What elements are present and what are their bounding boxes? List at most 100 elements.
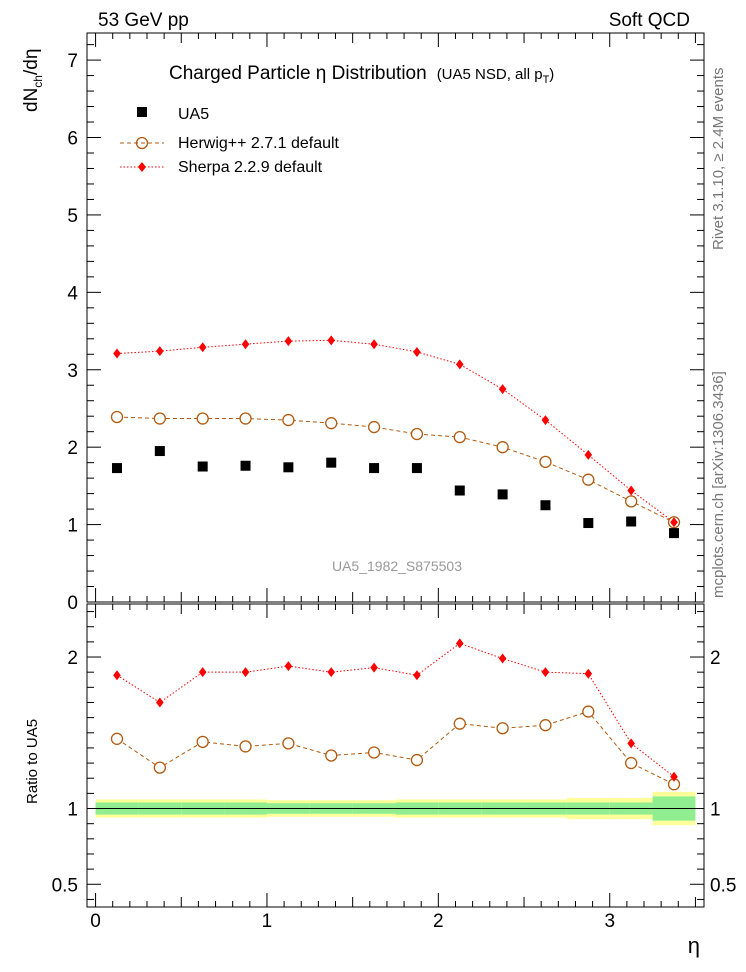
ratio-sherpa-point [498, 653, 507, 664]
ua5-point [583, 518, 594, 529]
herwig-point [625, 495, 638, 508]
sherpa-point [455, 359, 464, 370]
ratio-herwig-point [367, 746, 381, 759]
ratio-herwig-point [282, 737, 295, 750]
ua5-point [497, 489, 508, 500]
sherpa-line [116, 339, 675, 523]
ratio-sherpa-point [198, 667, 207, 678]
legend-herwig-label: Herwig++ 2.7.1 default [178, 135, 340, 152]
ratio-y-tick-label: 1 [67, 800, 78, 821]
sherpa-point [156, 346, 164, 357]
sherpa-point [541, 415, 550, 426]
title-sub: (UA5 NSD, all p [437, 66, 543, 83]
main-y-tick-label: 5 [67, 206, 78, 227]
ratio-herwig-point [625, 756, 638, 770]
legend-ua5-label: UA5 [178, 106, 209, 123]
legend-ua5-marker [137, 107, 147, 117]
legend-sherpa-label: Sherpa 2.2.9 default [178, 159, 323, 176]
herwig-line [116, 416, 675, 523]
ratio-herwig-point [582, 705, 595, 718]
ua5-point [240, 460, 251, 471]
header-right: Soft QCD [609, 10, 690, 31]
x-tick-label: 3 [604, 911, 615, 932]
herwig-point [110, 410, 124, 424]
ratio-sherpa-point [284, 661, 293, 672]
ratio-y-tick-label-right: 2 [710, 648, 721, 669]
herwig-point [496, 441, 509, 454]
ua5-point [540, 500, 551, 511]
analysis-watermark: UA5_1982_S875503 [332, 558, 462, 574]
title-main: Charged Particle η Distribution [169, 63, 427, 84]
herwig-point [239, 412, 252, 425]
ratio-sherpa-point [241, 667, 250, 678]
ua5-point [369, 463, 380, 474]
sherpa-point [284, 336, 293, 347]
title-sub-subscript: T [543, 74, 550, 86]
herwig-point [282, 413, 295, 427]
ua5-point [154, 446, 165, 457]
legend: UA5 Herwig++ 2.7.1 default Sherpa 2.2.9 … [120, 106, 340, 176]
main-ylabel: dNch/dη [21, 49, 45, 112]
ratio-herwig-point [410, 753, 424, 767]
main-y-tick-label: 4 [67, 283, 78, 304]
ratio-y-tick-label-right: 1 [710, 800, 721, 821]
x-axis-label: η [688, 933, 700, 958]
ylabel-base: dN [21, 88, 42, 112]
herwig-point [539, 455, 552, 469]
ratio-sherpa-point [156, 697, 164, 708]
ratio-sherpa-point [413, 670, 421, 681]
sherpa-point [241, 339, 250, 350]
ratio-axes: 0 1 2 3 0.5 0.5 1 1 2 2 [52, 604, 736, 932]
ratio-sherpa-point [584, 668, 593, 679]
ratio-herwig-point [239, 740, 252, 753]
ua5-point [326, 457, 337, 468]
ratio-herwig-point [110, 732, 124, 745]
ratio-herwig-point [539, 719, 552, 732]
chart-title: Charged Particle η Distribution (UA5 NSD,… [169, 63, 554, 86]
main-y-tick-label: 3 [67, 361, 78, 382]
ratio-sherpa-point [327, 667, 336, 678]
ratio-herwig-point [496, 722, 509, 735]
ua5-point [197, 461, 208, 472]
x-tick-label: 1 [262, 911, 273, 932]
ua5-point [283, 462, 294, 473]
sherpa-point [498, 384, 507, 395]
herwig-point [153, 412, 166, 425]
ua5-point [411, 463, 422, 474]
ratio-ylabel: Ratio to UA5 [24, 719, 41, 804]
series-layer [110, 335, 681, 791]
sherpa-point [198, 342, 207, 353]
main-axes: 0 1 2 3 4 5 6 7 [67, 33, 704, 614]
herwig-point [196, 412, 209, 425]
legend-sherpa-marker [138, 162, 146, 172]
rivet-label: Rivet 3.1.10, ≥ 2.4M events [710, 68, 727, 251]
ratio-herwig-point [453, 717, 466, 730]
ratio-sherpa-point [670, 771, 678, 782]
sherpa-point [327, 335, 336, 346]
mcplots-label: mcplots.cern.ch [arXiv:1306.3436] [710, 371, 727, 598]
main-frame [86, 32, 705, 603]
main-y-tick-label: 2 [67, 438, 78, 459]
ua5-point [111, 463, 122, 474]
sherpa-point [113, 348, 121, 359]
ua5-point [454, 485, 465, 496]
ratio-herwig-point [196, 735, 209, 749]
x-tick-label: 2 [433, 911, 444, 932]
herwig-point [410, 427, 424, 441]
title-sub-close: ) [549, 66, 554, 83]
ratio-frame [86, 603, 705, 908]
x-tick-label: 0 [90, 911, 101, 932]
main-y-tick-label: 1 [67, 516, 78, 537]
ratio-sherpa-point [455, 638, 464, 649]
ratio-sherpa-point [370, 662, 378, 673]
ratio-herwig-line [116, 710, 675, 785]
herwig-point [582, 473, 595, 486]
main-y-tick-label: 6 [67, 129, 78, 150]
ratio-sherpa-point [627, 738, 635, 749]
ua5-point [626, 516, 637, 527]
herwig-point [367, 420, 381, 434]
uncertainty-band [95, 791, 696, 826]
header-left: 53 GeV pp [98, 10, 189, 31]
sherpa-point [370, 339, 378, 350]
ratio-herwig-point [153, 761, 166, 774]
